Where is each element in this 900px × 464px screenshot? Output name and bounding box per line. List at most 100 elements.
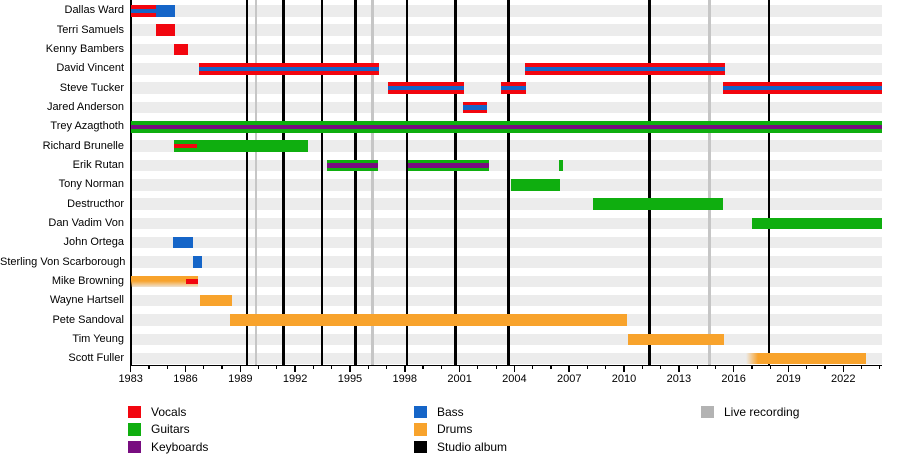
legend-swatch-guitars [128,423,141,436]
minor-tick [641,366,643,370]
studio-album-line [320,0,324,367]
legend-swatch-bass [414,405,427,419]
member-label: Richard Brunelle [42,139,124,152]
member-bar-drums [230,314,627,326]
minor-tick [879,366,881,370]
axis-line [129,364,882,367]
bar-stripe-bass [387,85,464,91]
legend-swatch-vocals [128,405,141,419]
axis-year-label: 1986 [173,373,198,386]
axis-year-label: 2004 [502,373,527,386]
member-label: Kenny Bambers [45,43,124,56]
member-bar-vocals [463,101,487,114]
row-band [130,198,882,210]
row-band [130,43,882,56]
member-label: Trey Azagthoth [50,120,124,133]
member-bar-drums [130,275,198,288]
major-tick [787,366,790,372]
row-band [130,24,882,36]
member-label: Destructhor [67,197,124,210]
minor-tick [586,366,589,370]
member-bar-bass [155,5,175,17]
legend-swatch-live_recording [701,405,714,419]
axis-year-label: 2019 [776,373,801,386]
minor-tick [550,366,552,370]
member-label: David Vincent [56,62,124,75]
legend-label-drums: Drums [437,422,473,437]
row-band [130,140,882,152]
minor-tick [532,366,534,370]
major-tick [349,366,351,372]
live-recording-line [254,0,258,367]
member-label: Pete Sandoval [52,313,124,326]
member-bar-vocals [387,82,464,94]
member-bar-guitars [130,121,882,133]
row-band [130,256,882,268]
major-tick [678,366,680,372]
member-bar-vocals [198,63,380,75]
major-tick [732,366,735,372]
bar-stripe-bass [501,85,527,91]
bar-stripe-vocals [173,143,198,149]
bar-stripe-vocals [186,279,198,284]
major-tick [129,366,132,372]
minor-tick [714,366,716,370]
member-bar-bass [192,256,202,268]
minor-tick [751,366,753,370]
member-label: Tony Norman [58,178,124,191]
member-bar-guitars [326,159,379,172]
major-tick [513,366,516,372]
minor-tick [477,366,479,370]
member-bar-drums [627,333,725,346]
major-tick [239,366,242,372]
minor-tick [385,366,388,370]
minor-tick [696,366,698,370]
bar-stripe-bass [525,66,726,72]
major-tick [623,366,625,372]
plot-left-frame-line [130,0,132,367]
minor-tick [659,366,662,370]
minor-tick [605,366,607,370]
member-label: Steve Tucker [59,81,124,94]
minor-tick [860,366,863,370]
live-recording-line [708,0,711,367]
minor-tick [440,366,442,370]
minor-tick [422,366,424,370]
studio-album-line [648,0,651,367]
studio-album-line [507,0,511,367]
axis-year-label: 2010 [611,373,637,386]
minor-tick [166,366,168,370]
member-label: Scott Fuller [68,352,124,365]
axis-year-label: 1983 [118,373,143,386]
minor-tick [312,366,314,370]
member-label: Dallas Ward [64,4,125,17]
axis-year-label: 2001 [447,373,472,386]
member-bar-vocals [501,82,527,94]
studio-album-line [767,0,771,367]
legend-swatch-keyboards [128,440,141,454]
legend-label-live_recording: Live recording [724,405,800,420]
member-bar-vocals [525,63,726,75]
member-label: Sterling Von Scarborough [0,255,126,268]
minor-tick [258,366,260,370]
studio-album-line [282,0,285,367]
member-label: Mike Browning [51,274,124,287]
bar-stripe-keyboards [407,163,489,168]
studio-album-line [454,0,457,367]
member-bar-guitars [407,159,489,172]
member-bar-drums [745,352,866,365]
minor-tick [148,366,150,370]
member-bar-vocals [722,82,882,94]
member-label: Terri Samuels [56,23,124,36]
member-bar-vocals [173,43,189,56]
member-bar-guitars [559,159,564,172]
member-bar-vocals [130,5,156,17]
minor-tick [367,366,369,370]
bar-stripe-bass [463,105,487,110]
member-label: Jared Anderson [46,101,124,113]
major-tick [568,366,570,372]
minor-tick [806,366,808,370]
bar-stripe-keyboards [326,163,379,168]
member-label: Dan Vadim Von [48,216,124,229]
